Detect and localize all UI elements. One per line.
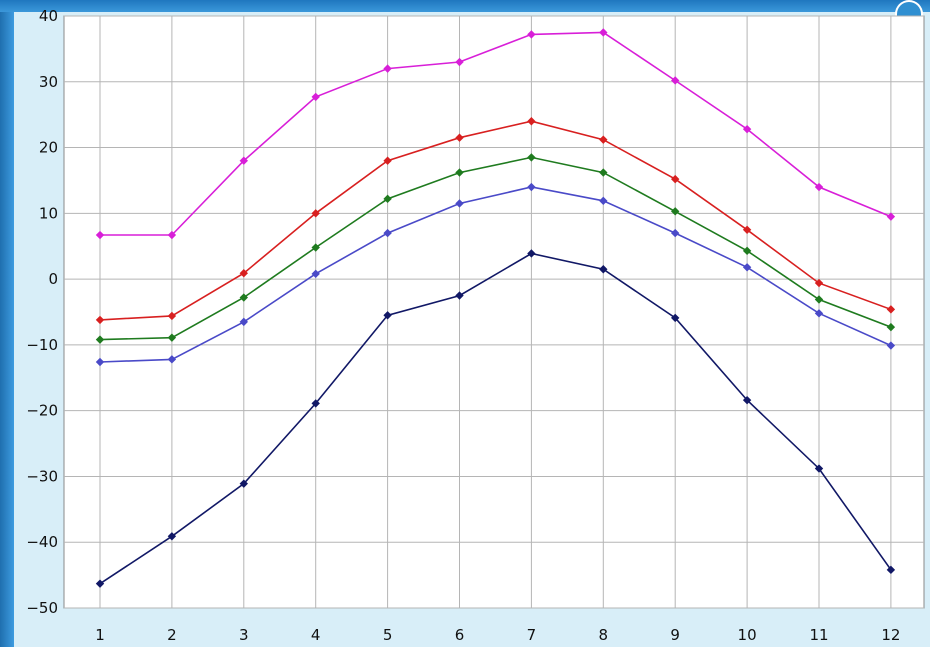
data-point-marker xyxy=(671,228,680,238)
data-point-marker xyxy=(239,293,248,302)
data-point-marker xyxy=(95,579,105,588)
series-line-3 xyxy=(99,156,892,341)
y-tick-label: −10 xyxy=(26,336,58,354)
data-point-marker xyxy=(167,355,177,364)
plot-area xyxy=(63,15,925,609)
series-line-1 xyxy=(100,31,892,236)
left-decorative-strip xyxy=(0,0,14,647)
data-point-marker xyxy=(239,156,248,165)
data-point-marker xyxy=(671,174,680,184)
data-point-marker xyxy=(167,311,177,321)
data-point-marker xyxy=(383,311,392,320)
x-tick-label: 2 xyxy=(167,626,177,644)
y-tick-label: 20 xyxy=(39,139,58,157)
y-tick-label: −50 xyxy=(26,599,58,617)
x-tick-label: 11 xyxy=(809,626,828,644)
x-tick-label: 4 xyxy=(311,626,321,644)
data-point-marker xyxy=(742,263,752,272)
data-point-marker xyxy=(886,565,896,575)
x-tick-label: 1 xyxy=(95,626,105,644)
data-point-marker xyxy=(814,182,824,192)
x-tick-label: 6 xyxy=(455,626,465,644)
data-point-marker xyxy=(814,278,824,288)
x-tick-label: 9 xyxy=(670,626,680,644)
data-point-marker xyxy=(455,291,464,300)
y-tick-label: −40 xyxy=(26,533,58,551)
y-tick-label: 40 xyxy=(39,7,58,25)
y-tick-label: 10 xyxy=(39,204,58,222)
data-point-marker xyxy=(671,313,680,323)
data-point-marker xyxy=(455,168,464,177)
data-point-marker xyxy=(742,246,752,256)
data-point-marker xyxy=(527,30,536,39)
data-point-marker xyxy=(814,309,824,318)
data-point-marker xyxy=(383,64,392,73)
y-tick-label: −30 xyxy=(26,467,58,485)
data-point-marker xyxy=(455,133,464,142)
data-point-marker xyxy=(671,76,680,85)
data-point-marker xyxy=(167,230,177,240)
data-point-marker xyxy=(311,209,320,218)
data-point-marker xyxy=(95,357,105,367)
data-point-marker xyxy=(527,182,536,192)
data-point-marker xyxy=(671,207,680,216)
data-point-marker xyxy=(742,225,752,234)
data-point-marker xyxy=(383,156,392,165)
data-point-marker xyxy=(599,135,608,144)
data-point-marker xyxy=(886,305,896,314)
data-point-marker xyxy=(455,57,464,67)
data-point-marker xyxy=(239,479,248,488)
data-point-marker xyxy=(527,117,536,126)
data-point-marker xyxy=(311,269,320,279)
data-point-marker xyxy=(311,243,320,252)
x-tick-label: 3 xyxy=(239,626,249,644)
data-point-marker xyxy=(455,199,464,208)
series-lines xyxy=(95,28,896,588)
data-point-marker xyxy=(742,395,752,405)
data-point-marker xyxy=(742,124,752,134)
data-point-marker xyxy=(95,335,105,344)
data-point-marker xyxy=(886,212,896,221)
data-point-marker xyxy=(886,341,896,350)
data-point-marker xyxy=(167,333,177,342)
data-point-marker xyxy=(814,295,824,304)
top-decorative-strip xyxy=(0,0,930,12)
data-point-marker xyxy=(311,399,320,408)
x-tick-label: 12 xyxy=(881,626,900,644)
data-point-marker xyxy=(167,532,177,541)
x-tick-label: 8 xyxy=(599,626,609,644)
data-point-marker xyxy=(599,196,608,206)
y-tick-label: −20 xyxy=(26,402,58,420)
y-tick-label: 30 xyxy=(39,73,58,91)
data-point-marker xyxy=(599,28,608,37)
x-tick-label: 5 xyxy=(383,626,393,644)
data-point-marker xyxy=(95,230,105,240)
data-point-marker xyxy=(886,322,896,332)
x-tick-label: 10 xyxy=(738,626,757,644)
data-point-marker xyxy=(814,464,824,473)
series-line-2 xyxy=(99,120,892,321)
series-line-4 xyxy=(99,186,892,363)
series-line-5 xyxy=(99,252,892,585)
data-point-marker xyxy=(239,268,248,278)
corner-decorative-icon xyxy=(895,0,923,18)
data-point-marker xyxy=(383,194,392,204)
data-point-marker xyxy=(239,317,248,327)
data-point-marker xyxy=(311,92,320,102)
data-point-marker xyxy=(527,249,536,258)
data-point-marker xyxy=(383,228,392,238)
x-tick-label: 7 xyxy=(527,626,537,644)
data-point-marker xyxy=(599,168,608,177)
data-point-marker xyxy=(599,265,608,274)
data-point-marker xyxy=(527,153,536,162)
data-point-marker xyxy=(95,315,105,325)
y-tick-label: 0 xyxy=(48,270,58,288)
